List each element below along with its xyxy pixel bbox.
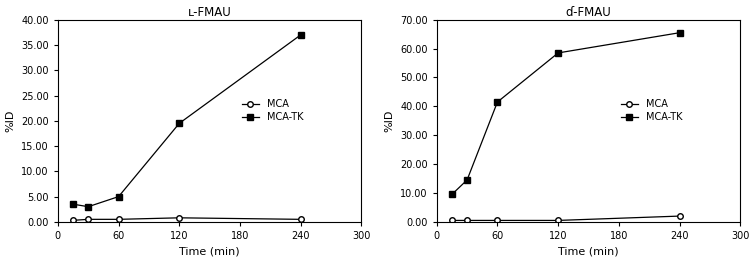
MCA xyxy=(296,218,305,221)
MCA xyxy=(69,219,78,222)
MCA-TK xyxy=(69,203,78,206)
Title: ʟ-FMAU: ʟ-FMAU xyxy=(188,6,232,19)
MCA xyxy=(675,215,684,218)
Line: MCA: MCA xyxy=(70,215,304,223)
MCA-TK xyxy=(675,31,684,34)
MCA-TK xyxy=(553,51,562,54)
MCA xyxy=(174,216,183,219)
Legend: MCA, MCA-TK: MCA, MCA-TK xyxy=(618,96,686,125)
MCA xyxy=(493,219,502,222)
Y-axis label: %ID: %ID xyxy=(5,110,16,132)
MCA xyxy=(114,218,123,221)
Title: ɗ-FMAU: ɗ-FMAU xyxy=(565,6,612,19)
Legend: MCA, MCA-TK: MCA, MCA-TK xyxy=(239,96,307,125)
MCA-TK xyxy=(84,205,93,208)
MCA-TK xyxy=(296,33,305,36)
Y-axis label: %ID: %ID xyxy=(384,110,395,132)
Line: MCA-TK: MCA-TK xyxy=(69,31,304,210)
MCA xyxy=(448,219,457,222)
X-axis label: Time (min): Time (min) xyxy=(558,247,619,256)
MCA-TK xyxy=(448,193,457,196)
MCA xyxy=(84,218,93,221)
MCA xyxy=(463,219,472,222)
Line: MCA-TK: MCA-TK xyxy=(448,29,683,198)
MCA xyxy=(553,219,562,222)
MCA-TK xyxy=(463,178,472,182)
MCA-TK xyxy=(493,100,502,103)
MCA-TK xyxy=(174,122,183,125)
X-axis label: Time (min): Time (min) xyxy=(180,247,240,256)
Line: MCA: MCA xyxy=(449,213,683,223)
MCA-TK xyxy=(114,195,123,198)
